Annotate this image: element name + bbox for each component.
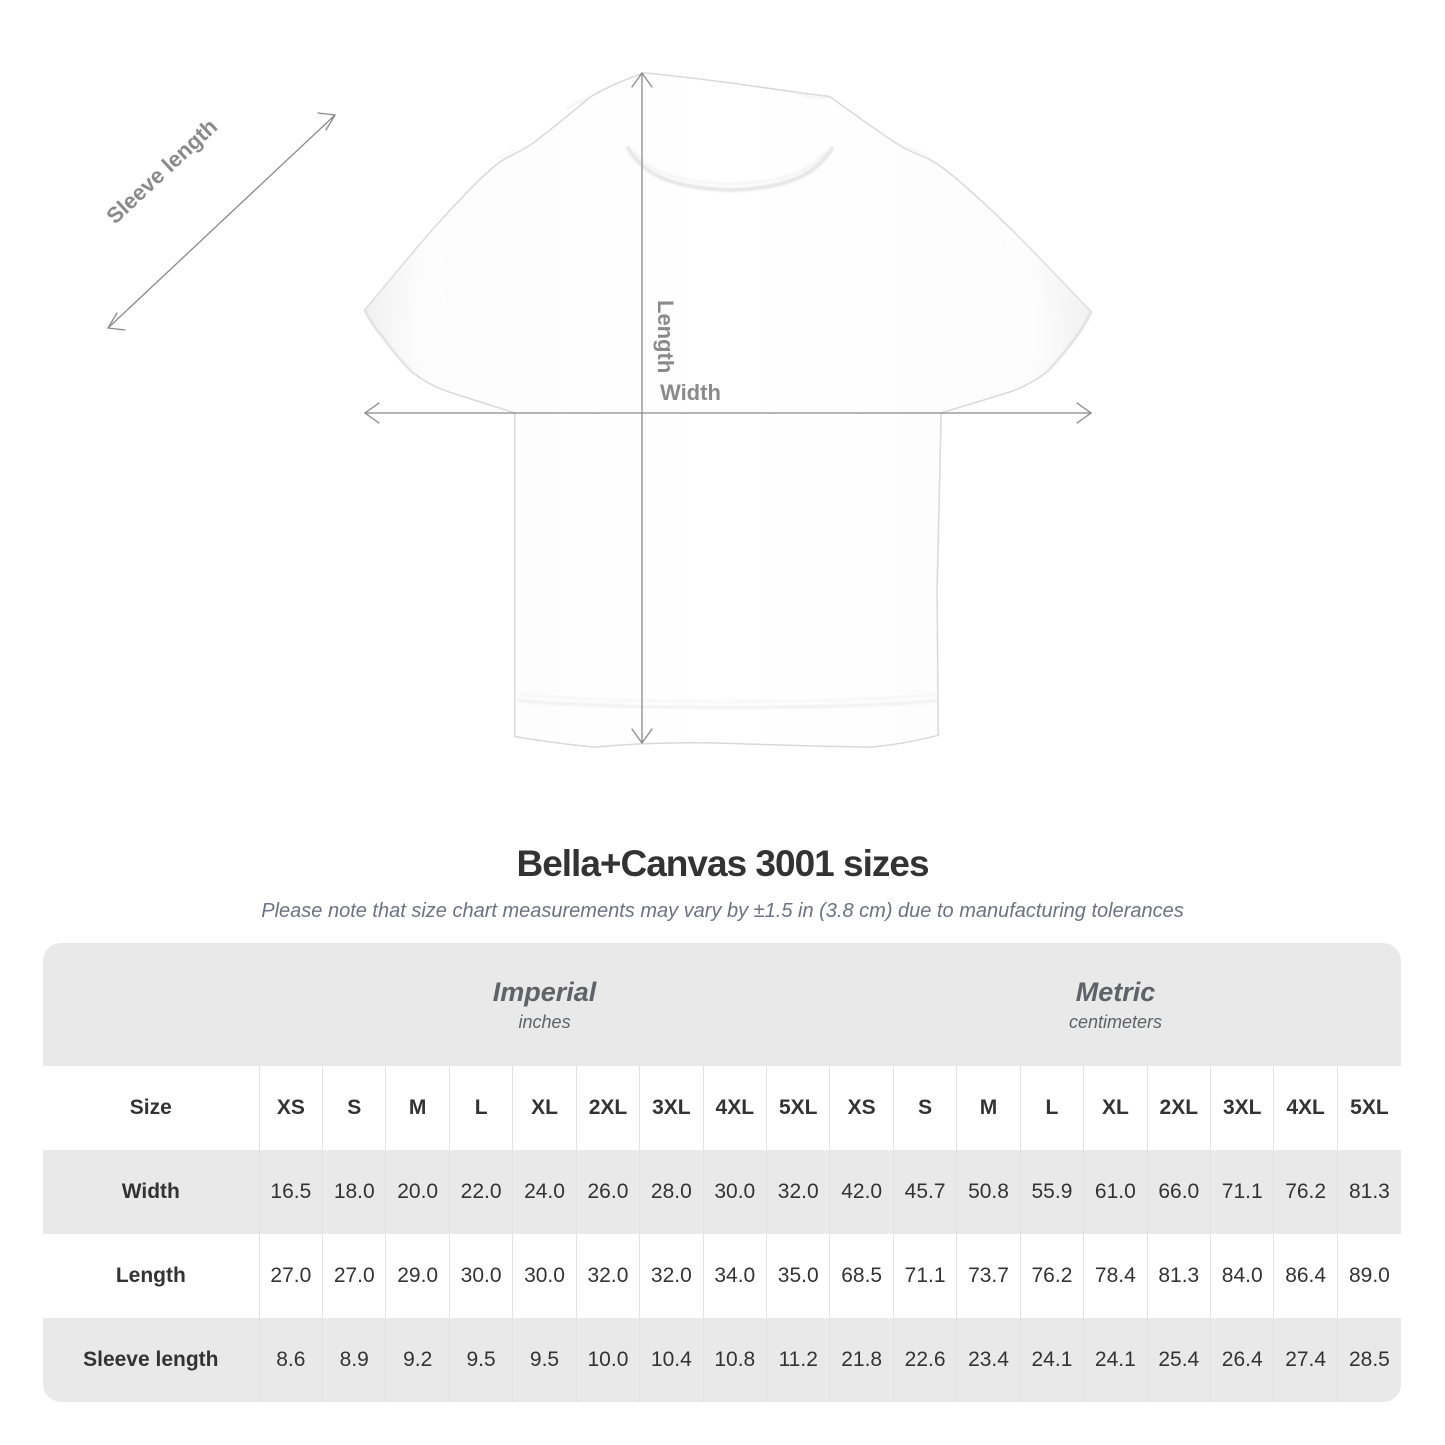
svg-text:Length: Length	[653, 300, 678, 373]
svg-text:Sleeve length: Sleeve length	[101, 114, 222, 229]
svg-text:Width: Width	[660, 380, 721, 405]
